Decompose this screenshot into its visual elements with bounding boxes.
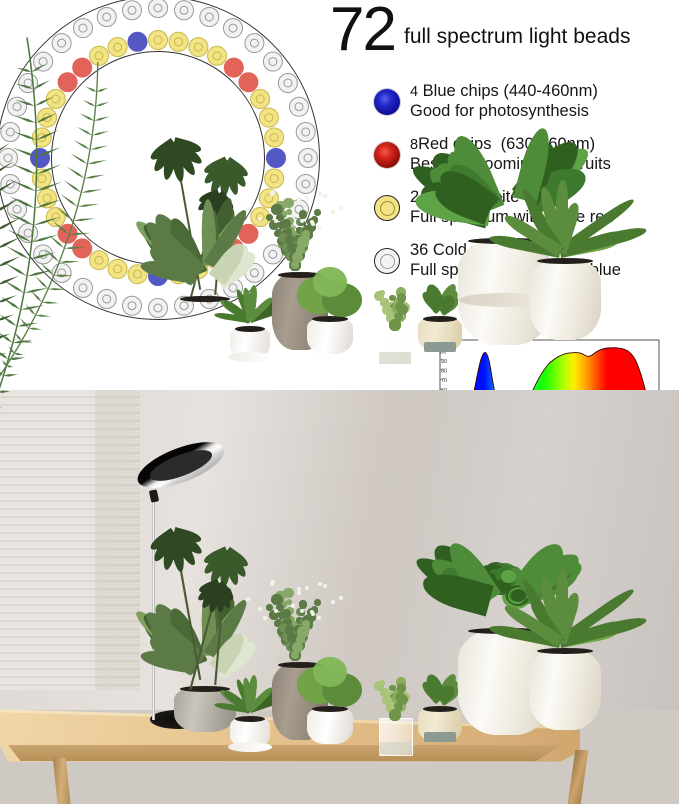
- svg-text:80: 80: [441, 369, 447, 375]
- svg-text:90: 90: [441, 359, 447, 365]
- svg-text:70: 70: [441, 378, 447, 384]
